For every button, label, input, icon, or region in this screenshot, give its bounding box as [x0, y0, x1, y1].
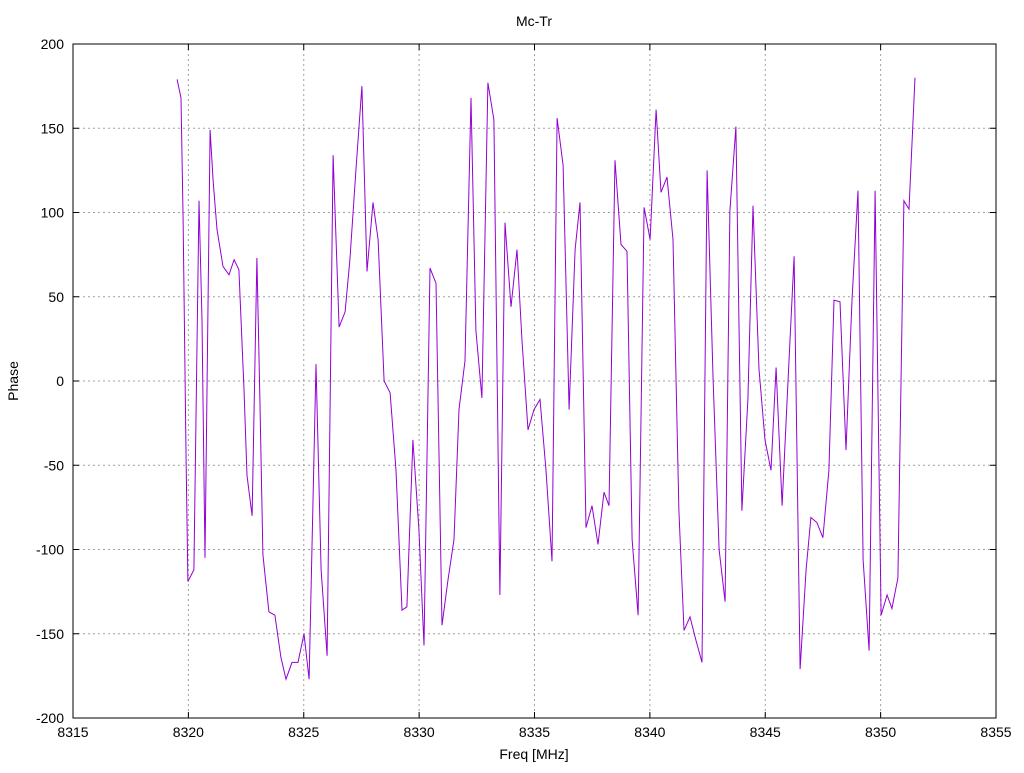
x-tick-label: 8315 [57, 724, 88, 740]
y-tick-label: -50 [44, 457, 64, 473]
axis-ticks: 8315 8320 8325 8330 8335 8340 8345 8350 8355 -200… [36, 36, 1012, 740]
y-tick-label: -200 [36, 710, 64, 726]
x-tick-label: 8325 [288, 724, 319, 740]
y-axis-label: Phase [5, 361, 21, 401]
x-tick-label: 8330 [404, 724, 435, 740]
y-tick-label: -100 [36, 542, 64, 558]
x-tick-label: 8335 [519, 724, 550, 740]
y-tick-label: -150 [36, 626, 64, 642]
y-tick-label: 0 [56, 373, 64, 389]
x-tick-label: 8350 [865, 724, 896, 740]
y-tick-label: 150 [41, 120, 65, 136]
x-tick-label: 8355 [980, 724, 1011, 740]
x-tick-label: 8340 [634, 724, 665, 740]
x-tick-label: 8345 [750, 724, 781, 740]
x-axis-label: Freq [MHz] [499, 746, 568, 762]
series-line-0 [176, 77, 916, 681]
x-tick-label: 8320 [173, 724, 204, 740]
y-tick-label: 50 [48, 289, 64, 305]
chart-title: Mc-Tr [516, 13, 552, 29]
y-tick-label: 100 [41, 205, 65, 221]
series-group [176, 77, 916, 681]
y-tick-label: 200 [41, 36, 65, 52]
